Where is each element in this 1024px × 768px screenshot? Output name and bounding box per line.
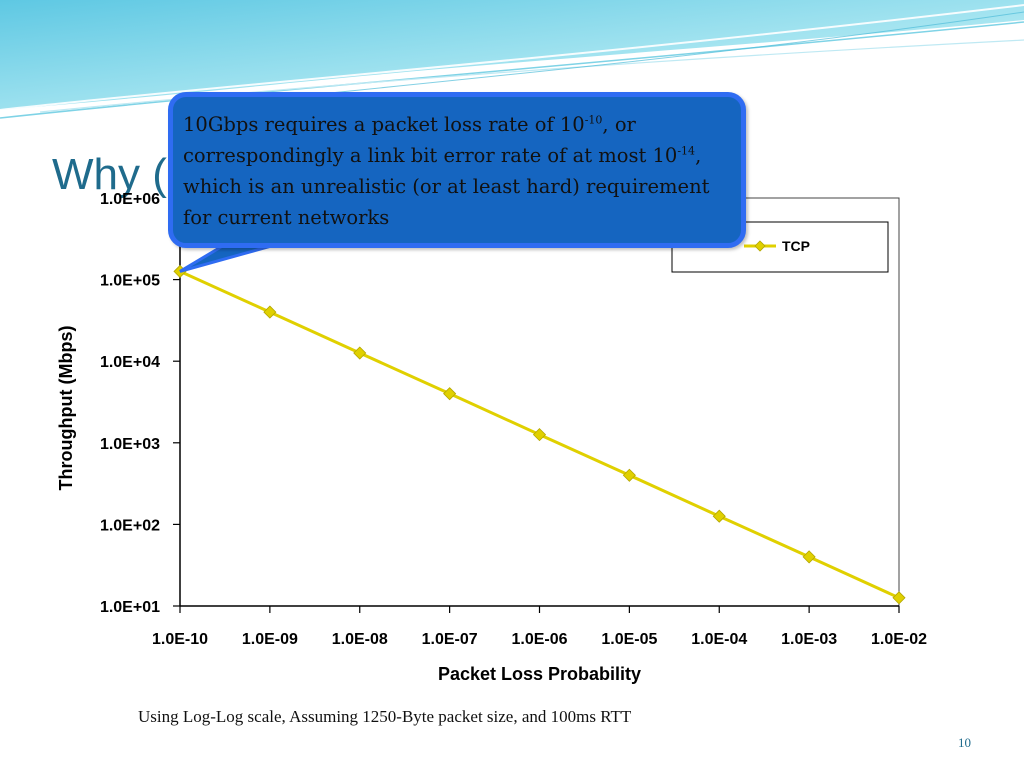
data-point-marker [263, 305, 277, 319]
y-axis-title: Throughput (Mbps) [56, 326, 76, 491]
header-banner-decoration [0, 0, 1024, 119]
y-tick-label: 1.0E+04 [100, 354, 160, 371]
x-axis-title: Packet Loss Probability [438, 664, 641, 684]
x-tick-label: 1.0E-05 [601, 631, 657, 648]
data-point-marker [892, 591, 906, 605]
data-point-marker [712, 509, 726, 523]
callout-text-part-2: , or correspondingly a link bit error ra… [183, 113, 678, 167]
y-tick-label: 1.0E+03 [100, 436, 160, 453]
y-tick-label: 1.0E+01 [100, 599, 160, 616]
callout-exponent-1: -10 [584, 113, 603, 127]
x-tick-label: 1.0E-03 [781, 631, 837, 648]
x-tick-label: 1.0E-06 [511, 631, 567, 648]
page-number: 10 [958, 735, 971, 750]
caption: Using Log-Log scale, Assuming 1250-Byte … [138, 707, 632, 726]
data-point-marker [622, 468, 636, 482]
y-tick-label: 1.0E+05 [100, 273, 160, 290]
x-tick-label: 1.0E-04 [691, 631, 747, 648]
callout-box: 10Gbps requires a packet loss rate of 10… [168, 92, 746, 248]
x-tick-label: 1.0E-07 [422, 631, 478, 648]
x-tick-label: 1.0E-10 [152, 631, 208, 648]
data-point-marker [532, 428, 547, 442]
callout-text-part-3: , which is an unrealistic (or at least h… [183, 144, 710, 229]
y-tick-label: 1.0E+02 [100, 517, 160, 534]
x-tick-label: 1.0E-09 [242, 631, 298, 648]
data-point-marker [802, 550, 816, 564]
callout-exponent-2: -14 [677, 144, 696, 158]
legend-label: TCP [782, 238, 810, 254]
x-tick-label: 1.0E-02 [871, 631, 927, 648]
x-tick-label: 1.0E-08 [332, 631, 388, 648]
data-point-marker [443, 387, 457, 401]
legend-marker [754, 240, 766, 252]
callout-text-part-1: 10Gbps requires a packet loss rate of 10 [183, 113, 585, 136]
y-tick-label: 1.0E+06 [100, 191, 160, 208]
data-point-marker [353, 346, 367, 360]
